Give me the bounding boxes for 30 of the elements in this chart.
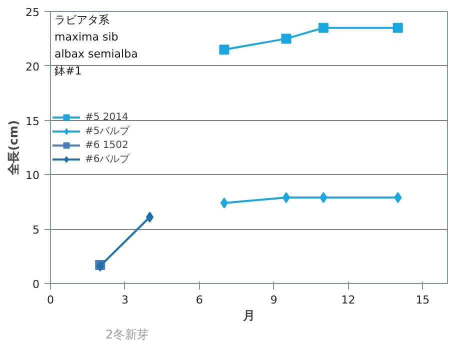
y-tick-label: 20 bbox=[26, 60, 40, 74]
x-tick-label: 6 bbox=[196, 294, 203, 306]
point bbox=[146, 212, 154, 223]
x-tick-label: 0 bbox=[47, 294, 54, 306]
legend-label: #6 1502 bbox=[85, 138, 128, 152]
y-axis-title: 全長(cm) bbox=[6, 120, 21, 176]
x-tick-label: 9 bbox=[270, 294, 278, 306]
point bbox=[392, 22, 403, 33]
annotation: maxima sib bbox=[54, 30, 118, 44]
point bbox=[220, 197, 228, 208]
y-tick-label: 15 bbox=[26, 114, 40, 128]
x-axis-title: 月 bbox=[242, 308, 255, 322]
x-tick-label: 15 bbox=[416, 294, 430, 306]
annotation: albax semialba bbox=[54, 48, 138, 60]
annotation: 鉢#1 bbox=[54, 64, 82, 78]
point bbox=[282, 192, 290, 204]
y-tick-label: 5 bbox=[32, 224, 40, 237]
annotation: ラビアタ系 bbox=[54, 14, 110, 26]
legend-label: #6バルブ bbox=[85, 152, 130, 166]
y-tick-label: 25 bbox=[26, 6, 40, 19]
point bbox=[318, 22, 328, 33]
point bbox=[281, 34, 292, 44]
legend-label: #5 2014 bbox=[85, 110, 128, 124]
text: 2冬新芽 bbox=[106, 328, 150, 341]
x-tick-label: 12 bbox=[341, 294, 356, 306]
point bbox=[219, 44, 230, 55]
y-tick-label: 0 bbox=[32, 278, 40, 291]
x-tick-label: 3 bbox=[121, 294, 128, 306]
y-tick-label: 10 bbox=[26, 169, 40, 182]
legend-label: #5バルブ bbox=[85, 124, 130, 138]
